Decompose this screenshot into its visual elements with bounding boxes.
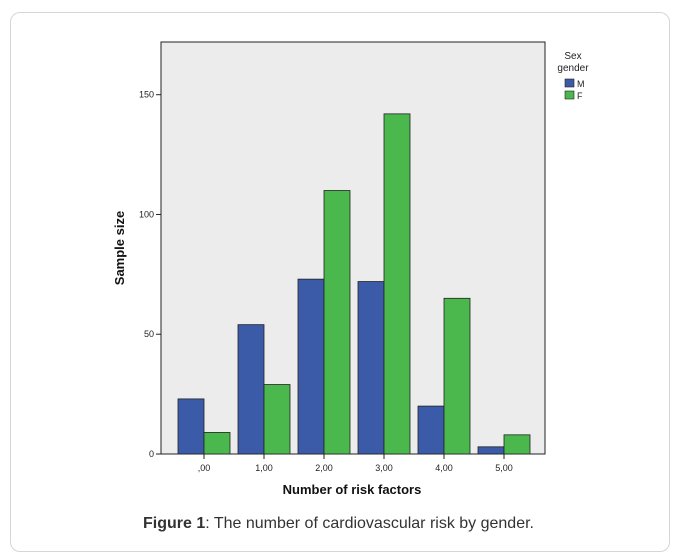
bar-f-1 (263, 384, 291, 455)
y-tick-label: 100 (139, 209, 154, 219)
legend-swatch-f (564, 90, 575, 100)
bars (177, 113, 531, 455)
bar-m-0 (177, 398, 205, 455)
legend: Sex gender M F (557, 51, 589, 101)
y-axis-label: Sample size (112, 211, 127, 285)
caption-label: Figure 1 (143, 515, 206, 532)
bar-m-5 (477, 446, 505, 455)
x-tick-label: 1,00 (255, 463, 273, 473)
bar-m-4 (417, 405, 445, 455)
legend-swatch-m (564, 78, 575, 88)
y-tick-label: 50 (144, 329, 154, 339)
bar-f-2 (323, 190, 351, 455)
x-tick-label: 4,00 (435, 463, 453, 473)
legend-title-line1: Sex (564, 51, 581, 62)
x-tick-label: 5,00 (495, 463, 513, 473)
legend-label-f: F (577, 91, 583, 101)
y-tick-label: 0 (149, 449, 154, 459)
x-axis-label: Number of risk factors (283, 482, 422, 497)
figure-caption: Figure 1: The number of cardiovascular r… (0, 515, 677, 533)
plot-area (160, 41, 546, 455)
x-tick-label: 2,00 (315, 463, 333, 473)
bar-m-3 (357, 281, 385, 455)
legend-title-line2: gender (557, 63, 589, 74)
y-tick-label: 150 (139, 90, 154, 100)
bar-f-4 (443, 297, 471, 455)
bar-m-2 (297, 278, 325, 455)
x-ticks: ,00 1,00 2,00 3,00 4,00 5,00 (198, 454, 513, 473)
bar-f-5 (503, 434, 531, 455)
x-tick-label: ,00 (198, 463, 211, 473)
legend-label-m: M (577, 79, 585, 89)
x-tick-label: 3,00 (375, 463, 393, 473)
y-ticks: 0 50 100 150 (139, 90, 161, 459)
caption-text: : The number of cardiovascular risk by g… (205, 515, 534, 532)
bar-m-1 (237, 324, 265, 455)
bar-f-0 (203, 432, 231, 455)
bar-f-3 (383, 113, 411, 455)
